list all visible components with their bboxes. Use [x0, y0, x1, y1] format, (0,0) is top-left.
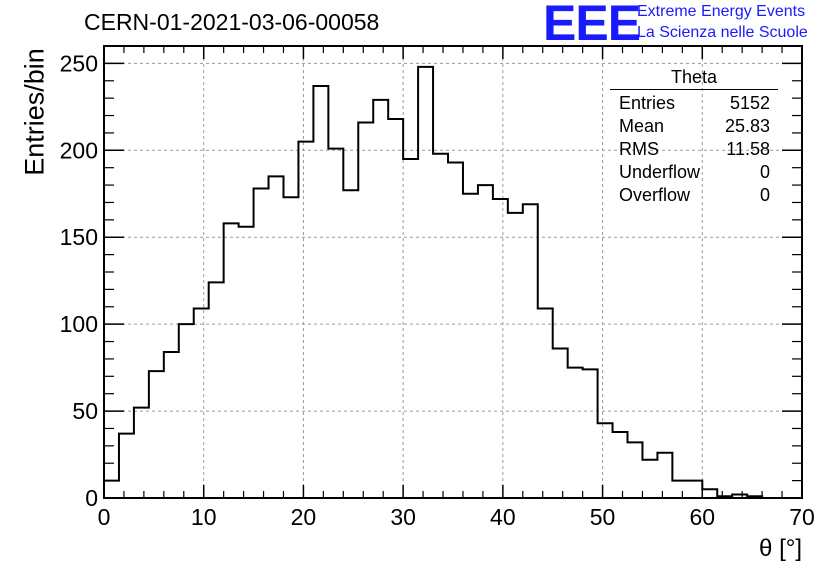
stat-key: Entries: [619, 93, 676, 113]
stat-row-entries: Entries 5152: [610, 92, 778, 115]
stat-value: 25.83: [724, 116, 770, 136]
y-tick-label: 200: [60, 137, 98, 163]
logo-caption-line2: La Scienza nelle Scuole: [637, 24, 808, 41]
tick-labels: 0 10 20 30 40 50 60 70 0 50 100 150 200 250: [60, 50, 815, 530]
x-tick-label: 70: [789, 504, 815, 530]
x-tick-label: 10: [191, 504, 217, 530]
stat-key: Underflow: [619, 162, 701, 182]
x-tick-label: 30: [390, 504, 416, 530]
y-tick-label: 50: [72, 398, 98, 424]
x-tick-label: 50: [590, 504, 616, 530]
stat-key: RMS: [619, 139, 659, 159]
x-tick-label: 0: [98, 504, 111, 530]
theta-histogram-step-line: [103, 65, 802, 499]
stat-value: 0: [759, 162, 770, 182]
x-axis-label: θ [°]: [759, 535, 802, 562]
y-tick-label: 100: [60, 311, 98, 337]
x-tick-label: 60: [689, 504, 715, 530]
stat-value: 0: [759, 185, 770, 205]
stats-title: Theta: [610, 66, 778, 90]
y-tick-label: 150: [60, 224, 98, 250]
stat-key: Overflow: [619, 185, 691, 205]
stat-value: 11.58: [726, 139, 770, 159]
x-tick-label: 20: [291, 504, 317, 530]
stat-row-underflow: Underflow 0: [610, 161, 778, 184]
run-title: CERN-01-2021-03-06-00058: [84, 9, 380, 35]
logo-caption-line1: Extreme Energy Events: [637, 3, 806, 20]
grid-lines: [104, 46, 802, 498]
x-tick-label: 40: [490, 504, 516, 530]
y-axis-label: Entries/bin: [19, 48, 50, 176]
stats-box: Theta Entries 5152 Mean 25.83 RMS 11.58 …: [610, 66, 778, 207]
stat-row-overflow: Overflow 0: [610, 184, 778, 207]
plot-frame: [103, 45, 803, 499]
y-tick-label: 250: [60, 50, 98, 76]
eee-logo: EEE: [543, 0, 641, 51]
stat-key: Mean: [619, 116, 665, 136]
y-tick-label: 0: [85, 485, 98, 511]
stat-row-mean: Mean 25.83: [610, 115, 778, 138]
stat-value: 5152: [729, 93, 770, 113]
stat-row-rms: RMS 11.58: [610, 138, 778, 161]
